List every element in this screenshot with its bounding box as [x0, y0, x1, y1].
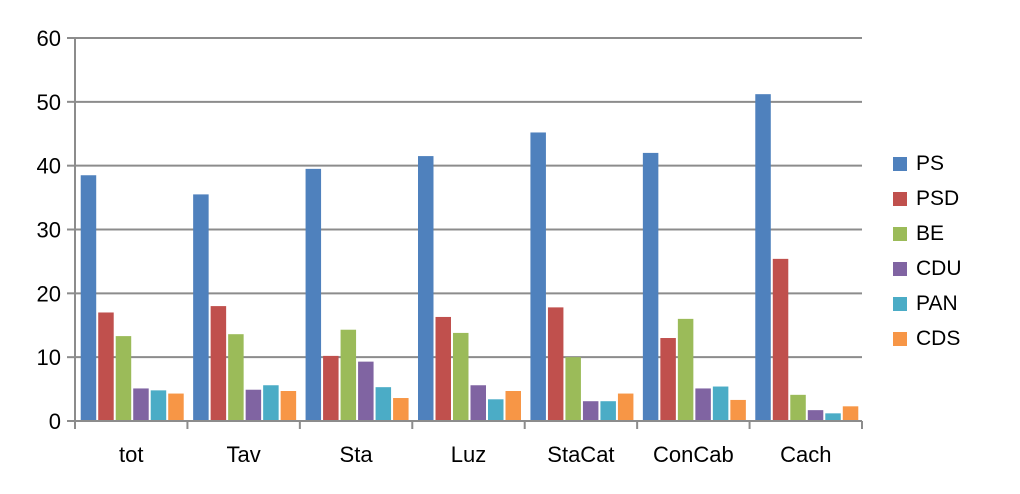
bar-pan-concab	[712, 386, 729, 421]
tick-labels: 0 10 20 30 40 50 60 tot Tav Sta Luz StaCat ConCab Cac…	[37, 26, 832, 467]
bar-be-sta	[340, 329, 357, 421]
legend-item-cdu: CDU	[893, 251, 962, 286]
bar-be-tot	[115, 336, 132, 421]
legend-item-ps: PS	[893, 146, 962, 181]
bar-ps-tot	[80, 175, 97, 421]
bar-pan-sta	[375, 387, 392, 421]
bar-psd-luz	[435, 316, 451, 421]
y-tick-label: 0	[49, 409, 61, 434]
x-tick-label: StaCat	[547, 442, 614, 467]
bar-psd-stacat	[547, 307, 564, 421]
bar-psd-tot	[98, 312, 114, 421]
x-tick-label: Luz	[451, 442, 486, 467]
bar-cdu-tav	[245, 389, 262, 421]
bar-cds-cach	[842, 406, 859, 421]
bar-cds-sta	[393, 398, 409, 421]
legend-label: PAN	[916, 291, 958, 315]
gridlines	[75, 37, 862, 359]
bar-cds-concab	[730, 399, 746, 421]
x-tick-label: Cach	[780, 442, 831, 467]
legend-swatch	[893, 331, 907, 346]
legend-swatch	[893, 191, 907, 206]
bar-cdu-concab	[695, 388, 711, 421]
bar-cdu-cach	[807, 410, 824, 421]
legend-item-psd: PSD	[893, 181, 962, 216]
bar-pan-stacat	[600, 401, 616, 421]
bar-be-luz	[453, 332, 469, 421]
bar-pan-tav	[263, 385, 279, 421]
bar-psd-tav	[210, 306, 227, 421]
legend-label: CDU	[916, 256, 962, 280]
legend-label: BE	[916, 221, 945, 245]
legend-swatch	[893, 226, 907, 241]
x-tick-label: Tav	[227, 442, 261, 467]
legend-swatch	[893, 156, 907, 171]
bar-cds-stacat	[617, 393, 634, 421]
legend-item-pan: PAN	[893, 286, 962, 321]
bar-pan-cach	[825, 413, 841, 421]
bar-cdu-tot	[133, 388, 149, 421]
bar-psd-cach	[772, 258, 789, 421]
bar-cds-luz	[505, 390, 521, 421]
legend-swatch	[893, 261, 907, 276]
y-tick-label: 50	[37, 90, 61, 115]
bar-ps-concab	[642, 152, 659, 421]
bar-ps-cach	[755, 94, 771, 421]
bar-cdu-stacat	[582, 401, 599, 421]
legend-label: PS	[916, 151, 945, 175]
bar-be-cach	[790, 394, 806, 421]
y-tick-label: 20	[37, 281, 61, 306]
legend-item-cds: CDS	[893, 321, 962, 356]
bar-cds-tot	[168, 393, 184, 421]
bar-psd-sta	[323, 355, 339, 421]
bar-ps-luz	[418, 156, 434, 421]
y-tick-label: 40	[37, 154, 61, 179]
bar-be-tav	[228, 334, 244, 421]
bar-cdu-luz	[470, 385, 486, 421]
y-tick-label: 10	[37, 345, 61, 370]
legend-label: PSD	[916, 186, 960, 210]
bar-cds-tav	[280, 390, 297, 421]
legend-item-be: BE	[893, 216, 962, 251]
y-tick-label: 60	[37, 26, 61, 51]
bar-pan-luz	[488, 399, 504, 421]
legend: PS PSD BE CDU PAN CDS	[893, 146, 962, 356]
bar-be-stacat	[565, 357, 581, 421]
axes	[67, 37, 863, 429]
bar-pan-tot	[150, 390, 167, 421]
bar-psd-concab	[660, 338, 676, 421]
bar-ps-tav	[193, 194, 209, 421]
x-tick-label: tot	[119, 442, 143, 467]
x-tick-label: Sta	[340, 442, 374, 467]
legend-swatch	[893, 296, 907, 311]
legend-label: CDS	[916, 326, 961, 350]
bar-cdu-sta	[358, 361, 374, 421]
bars	[80, 94, 859, 421]
x-tick-label: ConCab	[653, 442, 734, 467]
y-tick-label: 30	[37, 218, 61, 243]
bar-be-concab	[677, 318, 694, 421]
bar-ps-sta	[305, 168, 322, 421]
bar-ps-stacat	[530, 132, 546, 421]
